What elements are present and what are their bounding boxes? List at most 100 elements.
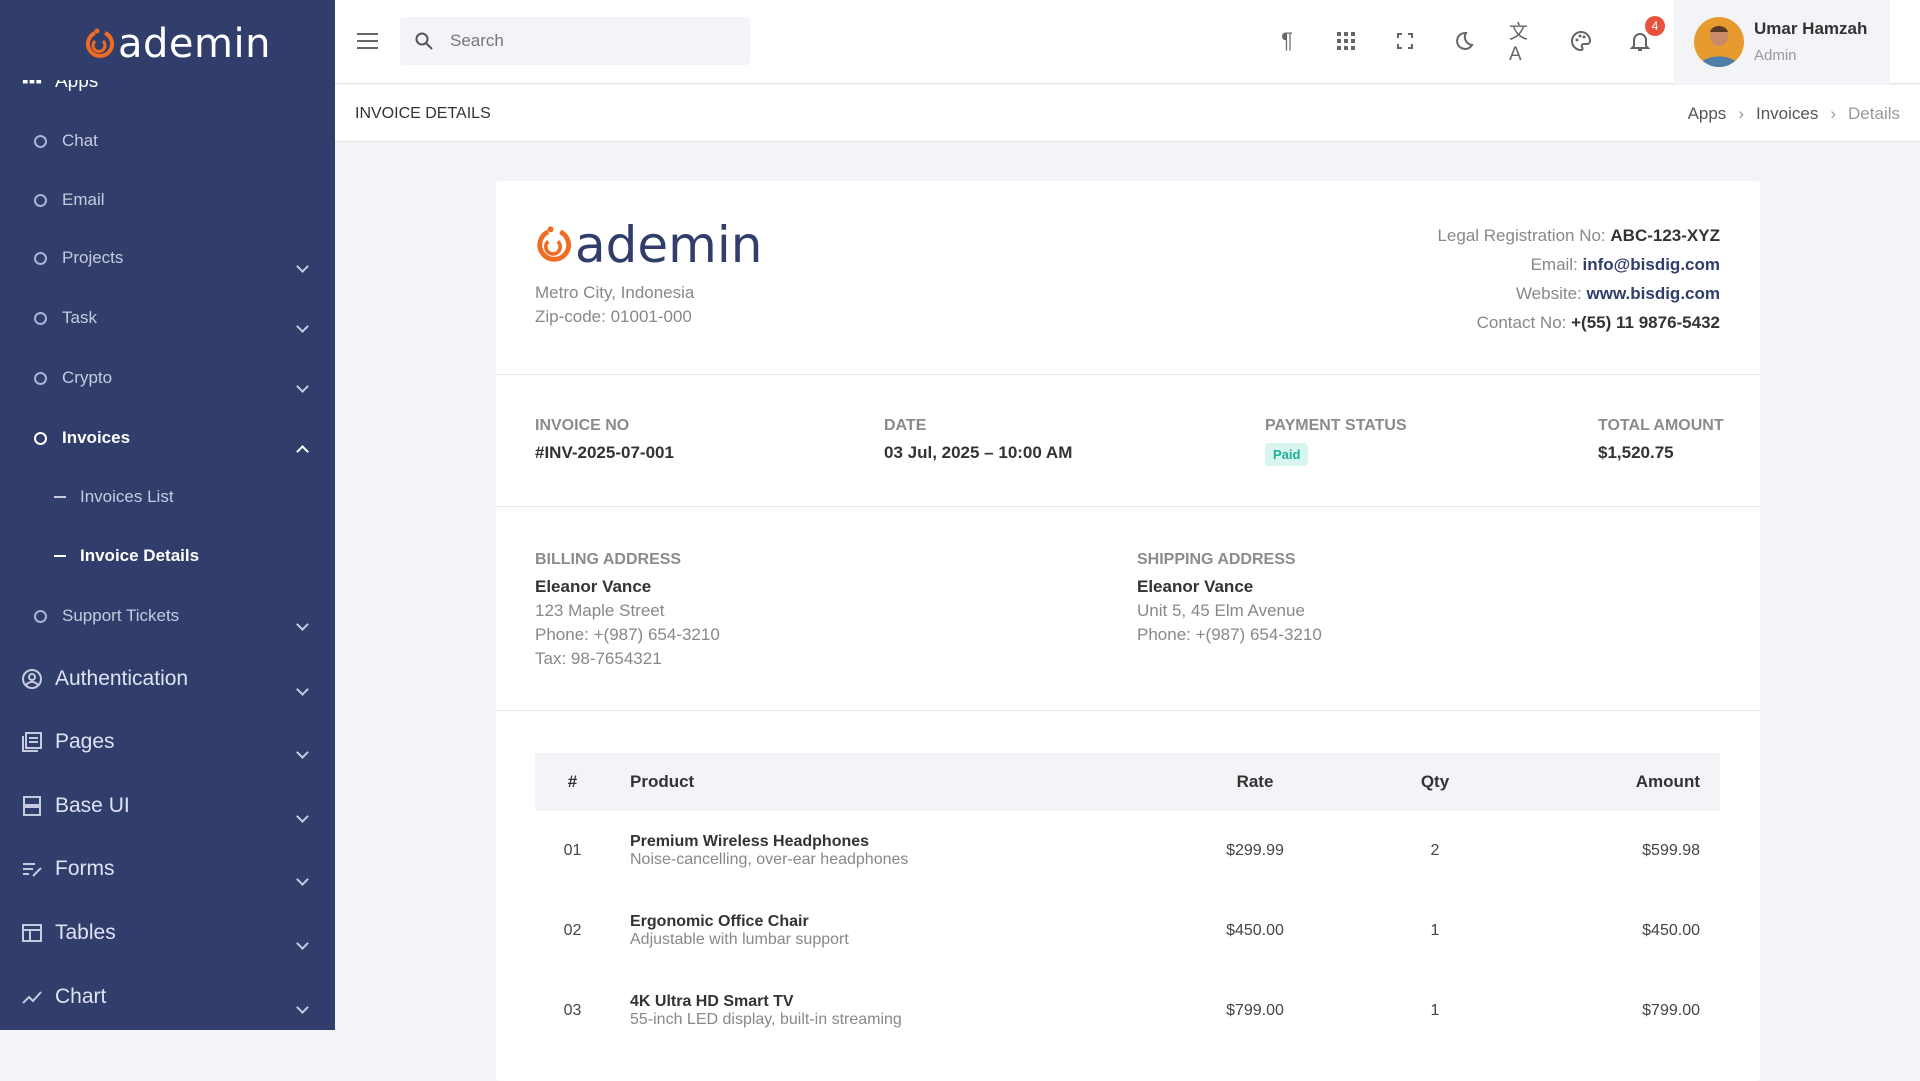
- invoice-no: #INV-2025-07-001: [535, 443, 674, 462]
- shipping-label: SHIPPING ADDRESS: [1137, 551, 1296, 568]
- layers-icon: [21, 795, 43, 817]
- reg-value: ABC-123-XYZ: [1610, 226, 1720, 245]
- company-address: Metro City, Indonesia Zip-code: 01001-00…: [535, 281, 694, 329]
- sidebar-item-crypto[interactable]: Crypto: [0, 367, 335, 393]
- invoice-no-label: INVOICE NO: [535, 417, 630, 434]
- billing-address: BILLING ADDRESS Eleanor Vance 123 Maple …: [535, 551, 720, 671]
- chevron-down-icon: [296, 320, 309, 333]
- grid-icon: ▪▪▪: [21, 71, 43, 92]
- circle-icon: [34, 431, 47, 445]
- product-desc: 55-inch LED display, built-in streaming: [630, 1011, 902, 1028]
- brand-logo[interactable]: ademin: [84, 14, 271, 74]
- col-header-no: #: [535, 753, 610, 811]
- chevron-down-icon: [296, 1001, 309, 1014]
- sidebar-item-invoices[interactable]: Invoices: [0, 427, 335, 458]
- sidebar-item-chart[interactable]: Chart: [0, 984, 335, 1014]
- user-circle-icon: [21, 668, 43, 690]
- sidebar-item-authentication[interactable]: Authentication: [0, 666, 335, 696]
- total-label: TOTAL AMOUNT: [1598, 417, 1724, 434]
- pages-icon: [21, 731, 43, 753]
- chevron-down-icon: [296, 683, 309, 696]
- sidebar-item-label: Forms: [55, 857, 115, 880]
- apps-grid-icon[interactable]: [1333, 28, 1359, 54]
- sidebar-item-label: Authentication: [55, 667, 189, 690]
- billing-name: Eleanor Vance: [535, 577, 652, 596]
- contact-value: +(55) 11 9876-5432: [1571, 313, 1720, 332]
- sidebar-item-label: Crypto: [62, 368, 113, 387]
- sidebar-item-label: Invoices: [62, 428, 131, 447]
- sidebar-item-email[interactable]: Email: [0, 189, 335, 211]
- shipping-name: Eleanor Vance: [1137, 577, 1254, 596]
- company-contact: Legal Registration No: ABC-123-XYZ Email…: [1437, 221, 1720, 337]
- invoice-items-table: # Product Rate Qty Amount 01 Premium Wire…: [535, 753, 1720, 1051]
- sidebar-subitem-invoices-list[interactable]: Invoices List: [54, 486, 174, 508]
- circle-icon: [34, 311, 47, 325]
- address-section: BILLING ADDRESS Eleanor Vance 123 Maple …: [496, 507, 1760, 711]
- zip-code: Zip-code: 01001-000: [535, 307, 692, 326]
- row-amount: $799.00: [1642, 1002, 1700, 1019]
- circle-icon: [34, 193, 47, 207]
- user-profile[interactable]: Umar Hamzah Admin: [1674, 0, 1890, 84]
- sidebar-item-support-tickets[interactable]: Support Tickets: [0, 605, 335, 631]
- brand-name: ademin: [118, 21, 271, 67]
- sidebar-item-label: Support Tickets: [62, 606, 180, 625]
- logo-icon: [537, 226, 571, 262]
- row-no: 01: [563, 842, 582, 859]
- sidebar-item-label: Tables: [55, 921, 116, 944]
- palette-icon[interactable]: [1568, 28, 1594, 54]
- page-title: INVOICE DETAILS: [355, 105, 491, 122]
- chevron-down-icon: [296, 618, 309, 631]
- table-icon: [21, 922, 43, 944]
- billing-tax: Tax: 98-7654321: [535, 649, 662, 668]
- notification-badge: 4: [1645, 16, 1665, 36]
- website-link[interactable]: www.bisdig.com: [1586, 284, 1721, 303]
- chevron-down-icon: [296, 937, 309, 950]
- row-qty: 1: [1430, 922, 1440, 939]
- menu-toggle-icon[interactable]: [357, 33, 378, 49]
- fullscreen-icon[interactable]: [1392, 28, 1418, 54]
- bell-icon[interactable]: [1627, 28, 1653, 54]
- total-amount: $1,520.75: [1598, 443, 1674, 462]
- table-header-row: # Product Rate Qty Amount: [535, 753, 1720, 811]
- search-input[interactable]: Search: [400, 17, 750, 65]
- avatar: [1694, 17, 1744, 67]
- sidebar-item-label: Projects: [62, 248, 124, 267]
- product-desc: Noise-cancelling, over-ear headphones: [630, 851, 909, 868]
- row-rate: $799.00: [1226, 1002, 1284, 1019]
- breadcrumb: Apps › Invoices › Details: [1688, 104, 1900, 124]
- col-header-rate: Rate: [1180, 753, 1330, 811]
- breadcrumb-details: Details: [1848, 104, 1900, 123]
- search-icon: [415, 32, 433, 50]
- rtl-toggle-icon[interactable]: ¶: [1281, 28, 1293, 53]
- sidebar-item-chat[interactable]: Chat: [0, 130, 335, 152]
- circle-icon: [34, 609, 47, 623]
- dash-icon: [54, 555, 66, 557]
- reg-label: Legal Registration No:: [1437, 226, 1606, 245]
- sidebar-item-forms[interactable]: Forms: [0, 856, 335, 886]
- status-label: PAYMENT STATUS: [1265, 417, 1407, 434]
- sidebar-item-base-ui[interactable]: Base UI: [0, 793, 335, 823]
- row-qty: 1: [1430, 1002, 1440, 1019]
- sidebar-item-tables[interactable]: Tables: [0, 920, 335, 950]
- billing-street: 123 Maple Street: [535, 601, 665, 620]
- moon-icon[interactable]: [1450, 28, 1476, 54]
- row-no: 02: [563, 922, 582, 939]
- sidebar-item-apps[interactable]: ▪▪▪ Apps: [0, 71, 335, 94]
- sidebar-item-task[interactable]: Task: [0, 307, 335, 333]
- shipping-address: SHIPPING ADDRESS Eleanor Vance Unit 5, 4…: [1137, 551, 1322, 647]
- circle-icon: [34, 134, 47, 148]
- translate-icon[interactable]: 文A: [1509, 21, 1529, 65]
- sidebar-item-projects[interactable]: Projects: [0, 247, 335, 273]
- sidebar-item-label: Pages: [55, 730, 115, 753]
- billing-phone: Phone: +(987) 654-3210: [535, 625, 720, 644]
- sidebar-subitem-invoice-details[interactable]: Invoice Details: [54, 545, 199, 567]
- email-label: Email:: [1530, 255, 1578, 274]
- product-name: Ergonomic Office Chair: [630, 913, 809, 930]
- address-line: Metro City, Indonesia: [535, 283, 695, 302]
- breadcrumb-invoices[interactable]: Invoices: [1755, 104, 1819, 123]
- breadcrumb-apps[interactable]: Apps: [1687, 104, 1727, 123]
- invoice-logo: ademin: [535, 216, 762, 274]
- website-label: Website:: [1515, 284, 1582, 303]
- email-link[interactable]: info@bisdig.com: [1582, 255, 1720, 274]
- sidebar-item-pages[interactable]: Pages: [0, 729, 335, 759]
